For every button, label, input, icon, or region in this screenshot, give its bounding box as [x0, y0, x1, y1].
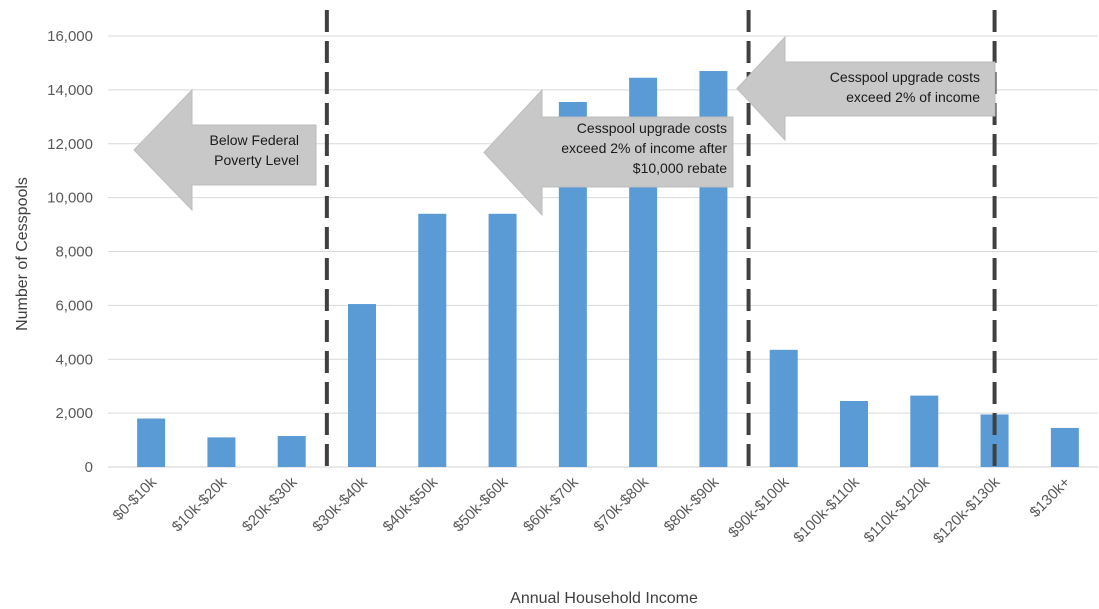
x-tick-label: $70k-$80k	[590, 473, 652, 535]
bar	[769, 349, 798, 467]
x-tick-label: $110k-$120k	[861, 473, 934, 546]
x-tick-label: $10k-$20k	[169, 473, 231, 535]
annotation-text-line: $10,000 rebate	[633, 160, 727, 176]
x-tick-label: $40k-$50k	[380, 473, 442, 535]
y-tick-label: 0	[85, 459, 93, 476]
bar	[137, 418, 166, 467]
annotation-arrow	[736, 35, 996, 142]
x-tick-label: $90k-$100k	[725, 473, 793, 541]
y-axis-ticks: 0 2,000 4,000 6,000 8,000 10,000 12,000 14,000 1…	[47, 28, 93, 476]
annotation-text-line: Below Federal	[210, 132, 300, 148]
y-tick-label: 14,000	[47, 82, 93, 99]
annotation-rebate: Cesspool upgrade costs exceed 2% of incom…	[483, 88, 734, 217]
y-tick-label: 12,000	[47, 136, 93, 153]
y-tick-label: 10,000	[47, 190, 93, 207]
bar	[207, 437, 236, 467]
annotation-text-line: exceed 2% of income	[846, 89, 980, 105]
x-tick-label: $130k+	[1027, 474, 1074, 521]
y-axis-title: Number of Cesspools	[14, 177, 31, 331]
x-tick-label: $30k-$40k	[309, 473, 371, 535]
annotation-arrow	[133, 88, 317, 212]
x-tick-label: $20k-$30k	[239, 473, 301, 535]
bar	[348, 304, 376, 467]
bar	[418, 213, 447, 467]
bar	[277, 436, 306, 467]
x-axis-ticks: $0-$10k $10k-$20k $20k-$30k $30k-$40k $40k-$…	[110, 473, 1074, 547]
x-tick-label: $50k-$60k	[450, 473, 512, 535]
annotation-text-line: exceed 2% of income after	[561, 140, 727, 156]
x-tick-label: $0-$10k	[110, 473, 161, 524]
x-axis-title: Annual Household Income	[510, 590, 698, 607]
annotation-arrow	[483, 88, 734, 217]
bar	[910, 395, 939, 467]
x-tick-label: $80k-$90k	[661, 473, 723, 535]
y-tick-label: 2,000	[55, 405, 93, 422]
annotation-twopct: Cesspool upgrade costs exceed 2% of incom…	[736, 35, 996, 142]
x-tick-label: $100k-$110k	[790, 473, 863, 546]
annotation-text-line: Poverty Level	[214, 152, 299, 168]
y-tick-label: 8,000	[55, 244, 93, 261]
annotation-text-line: Cesspool upgrade costs	[577, 120, 727, 136]
bar	[1050, 427, 1079, 467]
annotation-text-line: Cesspool upgrade costs	[830, 69, 980, 85]
bar	[488, 213, 517, 467]
bar	[840, 401, 868, 467]
y-tick-label: 16,000	[47, 28, 93, 45]
y-tick-label: 4,000	[55, 351, 93, 368]
annotations: Below Federal Poverty Level Cesspool upgra…	[133, 35, 996, 217]
y-tick-label: 6,000	[55, 297, 93, 314]
x-tick-label: $120k-$130k	[930, 473, 1004, 547]
annotation-poverty: Below Federal Poverty Level	[133, 88, 317, 212]
x-tick-label: $60k-$70k	[520, 473, 582, 535]
